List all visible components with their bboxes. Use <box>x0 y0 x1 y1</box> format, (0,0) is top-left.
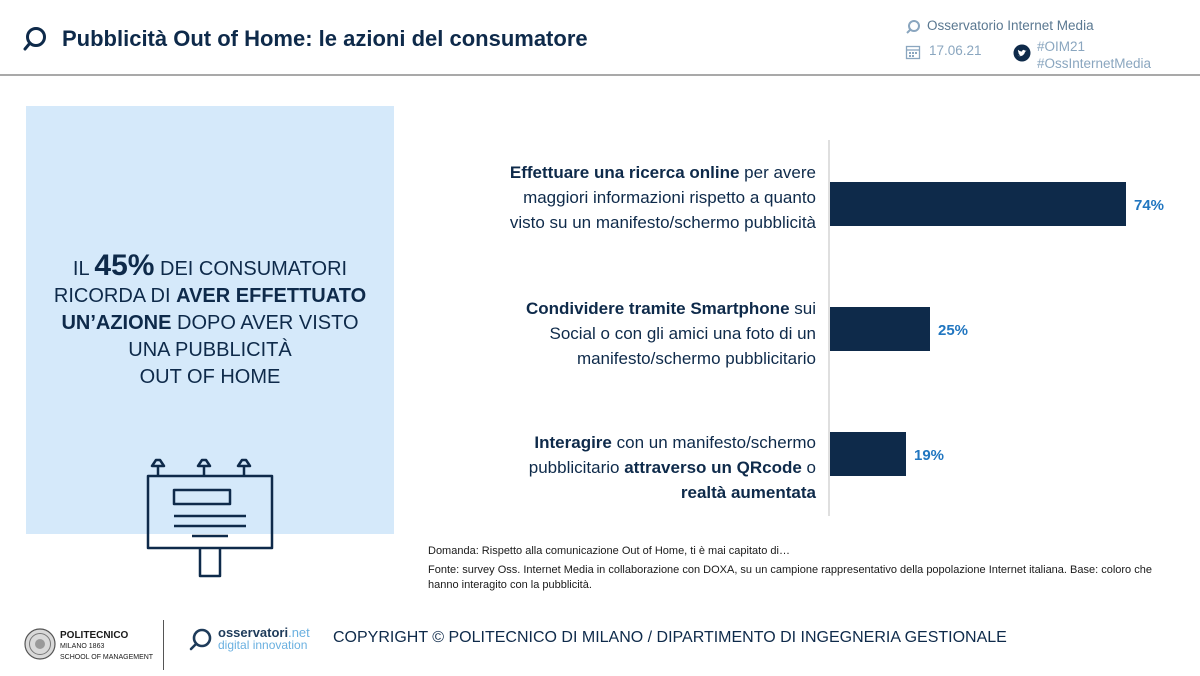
date-text: 17.06.21 <box>929 43 982 58</box>
search-icon <box>906 20 920 34</box>
calendar-icon <box>905 45 921 60</box>
header: Pubblicità Out of Home: le azioni del co… <box>0 0 1200 76</box>
osservatori-logo-text: osservatori.net digital innovation <box>218 625 310 652</box>
bar-chart-plot: 74% 25% 19% <box>828 140 1164 516</box>
footer-divider <box>163 620 164 670</box>
politecnico-logo-text: POLITECNICO MILANO 1863 SCHOOL OF MANAGE… <box>60 630 154 661</box>
billboard-icon <box>146 458 274 578</box>
survey-question: Domanda: Rispetto alla comunicazione Out… <box>428 545 790 557</box>
category-label-3: Interagire con un manifesto/schermo pubb… <box>528 433 816 502</box>
org-name: Osservatorio Internet Media <box>927 18 1094 33</box>
page-title: Pubblicità Out of Home: le azioni del co… <box>62 26 588 51</box>
bar-3 <box>830 432 906 476</box>
bar-1 <box>830 182 1126 226</box>
bar-chart: 74% 25% 19% Effettuare una ricerca online … <box>400 130 1200 530</box>
bar-value-label-1: 74% <box>1134 197 1164 214</box>
copyright-text: COPYRIGHT © POLITECNICO DI MILANO / DIPA… <box>333 629 1007 646</box>
callout-panel: IL 45% DEI CONSUMATORI RICORDA DI AVER E… <box>26 106 394 578</box>
twitter-icon <box>1013 44 1031 62</box>
politecnico-seal-icon <box>24 628 56 660</box>
category-label-1: Effettuare una ricerca online per avere … <box>509 163 816 232</box>
callout-percentage: 45% <box>94 249 155 282</box>
callout-text: IL 45% DEI CONSUMATORI RICORDA DI AVER E… <box>53 249 367 389</box>
footer: POLITECNICO MILANO 1863 SCHOOL OF MANAGE… <box>0 610 1200 676</box>
osservatori-footer-icon <box>189 628 212 651</box>
survey-source: Fonte: survey Oss. Internet Media in col… <box>428 564 1152 591</box>
osservatori-logo-icon <box>23 27 46 51</box>
bar-value-label-2: 25% <box>938 322 968 339</box>
bar-2 <box>830 307 930 351</box>
hashtag-oim21[interactable]: #OIM21 <box>1037 39 1086 54</box>
chart-notes: Domanda: Rispetto alla comunicazione Out… <box>428 544 1168 597</box>
bar-value-label-3: 19% <box>914 447 944 464</box>
category-label-2: Condividere tramite Smartphone sui Socia… <box>525 299 816 368</box>
hashtag-ossinternetmedia[interactable]: #OssInternetMedia <box>1037 56 1152 71</box>
